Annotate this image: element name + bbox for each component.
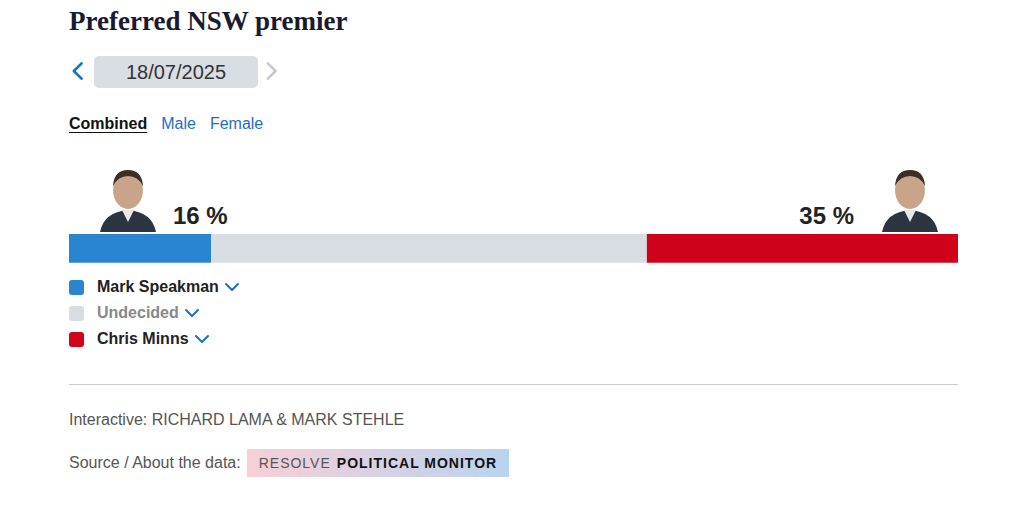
html-text:Male: Male [161, 115, 196, 132]
html-text:Mark Speakman: Mark Speakman [97, 278, 219, 295]
html-text:18/07/2025: 18/07/2025 [125, 60, 226, 83]
html-text:RESOLVE POLITICAL MONITOR: RESOLVE POLITICAL MONITOR [258, 455, 498, 471]
svg-text:35 %: 35 % [799, 202, 854, 229]
svg-text:16 %: 16 % [173, 202, 228, 229]
html-text:Interactive: RICHARD LAMA & MA: Interactive: RICHARD LAMA & MARK STEHLE [69, 411, 405, 428]
html-text:Source / About the data:: Source / About the data: [69, 454, 241, 471]
html-text:Chris Minns: Chris Minns [97, 330, 189, 347]
html-text:Combined: Combined [69, 115, 148, 132]
html-text:Preferred NSW premier: Preferred NSW premier [69, 6, 348, 36]
html-text:Female: Female [209, 115, 264, 132]
html-text:Undecided: Undecided [97, 304, 179, 321]
